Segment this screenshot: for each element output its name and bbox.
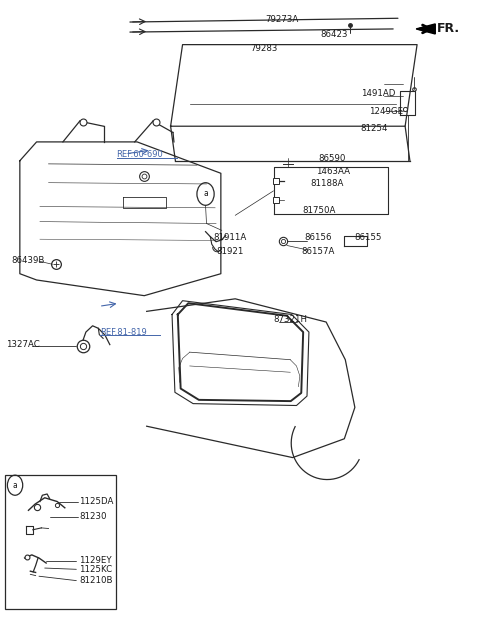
Text: 1491AD: 1491AD <box>360 89 395 98</box>
Text: 87321H: 87321H <box>274 315 308 324</box>
Text: 81254: 81254 <box>360 124 388 133</box>
Text: a: a <box>12 481 17 490</box>
Text: 86423: 86423 <box>321 30 348 39</box>
Text: 1125DA: 1125DA <box>79 497 114 506</box>
Text: 81921: 81921 <box>216 247 243 256</box>
Text: 86155: 86155 <box>355 233 383 242</box>
FancyBboxPatch shape <box>5 474 116 610</box>
Text: a: a <box>203 189 208 199</box>
Text: FR.: FR. <box>437 22 460 35</box>
Text: REF.60-690: REF.60-690 <box>117 150 163 159</box>
Text: 86590: 86590 <box>319 154 346 164</box>
Text: 79283: 79283 <box>251 44 278 53</box>
Text: 1125KC: 1125KC <box>79 565 112 574</box>
Text: 86157A: 86157A <box>301 247 335 256</box>
Text: 81750A: 81750A <box>302 206 336 215</box>
Text: REF.81-819: REF.81-819 <box>100 328 147 337</box>
Text: 81188A: 81188A <box>311 179 344 189</box>
Text: 86156: 86156 <box>305 233 332 242</box>
Text: 81911A: 81911A <box>213 233 246 242</box>
Text: 1129EY: 1129EY <box>79 556 112 565</box>
Text: 79273A: 79273A <box>265 15 298 24</box>
Polygon shape <box>416 24 435 34</box>
Text: 86439B: 86439B <box>11 256 45 265</box>
Text: 81230: 81230 <box>79 512 107 521</box>
Text: 1249GE: 1249GE <box>369 107 403 116</box>
Text: 1463AA: 1463AA <box>316 167 349 176</box>
Text: 1327AC: 1327AC <box>6 340 40 349</box>
Text: 81210B: 81210B <box>79 576 113 585</box>
